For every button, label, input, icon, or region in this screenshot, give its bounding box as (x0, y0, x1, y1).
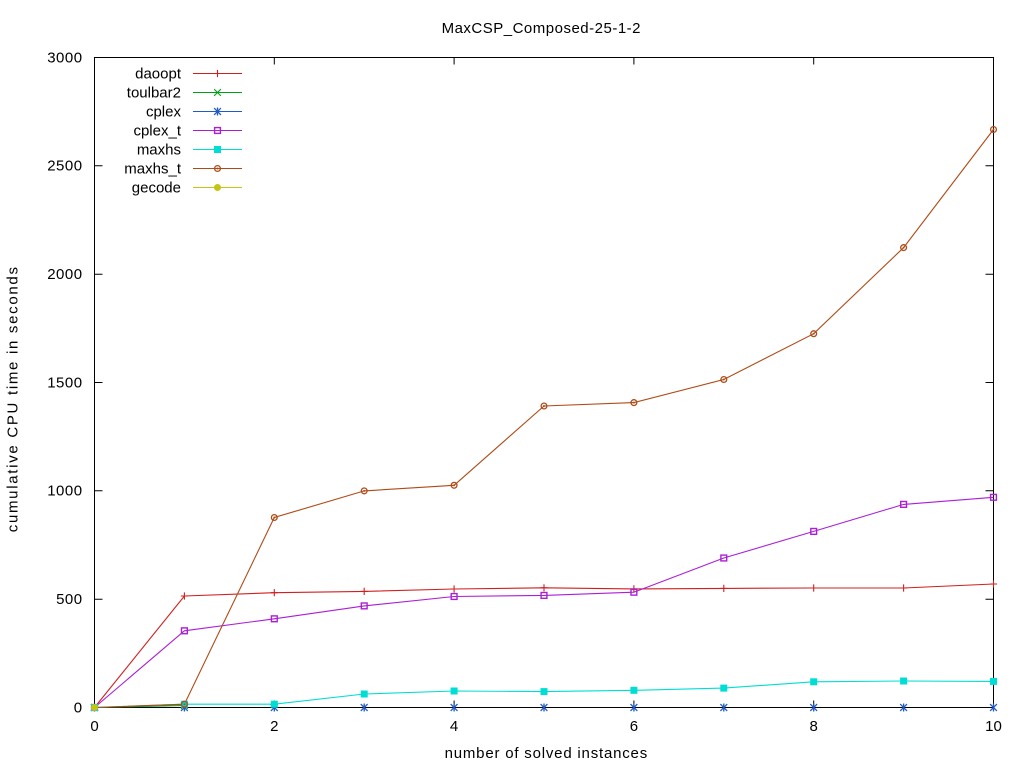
svg-text:2500: 2500 (47, 158, 82, 175)
svg-text:2000: 2000 (47, 266, 82, 283)
svg-text:2: 2 (270, 718, 278, 735)
svg-text:maxhs: maxhs (137, 142, 181, 159)
svg-text:gecode: gecode (132, 180, 181, 197)
svg-text:cumulative CPU time in seconds: cumulative CPU time in seconds (5, 265, 22, 532)
svg-text:8: 8 (810, 718, 818, 735)
svg-text:10: 10 (985, 718, 1002, 735)
svg-text:500: 500 (56, 591, 83, 608)
svg-text:0: 0 (74, 699, 83, 716)
svg-text:cplex_t: cplex_t (133, 123, 181, 140)
svg-text:3000: 3000 (47, 49, 82, 66)
svg-text:0: 0 (90, 718, 98, 735)
svg-text:MaxCSP_Composed-25-1-2: MaxCSP_Composed-25-1-2 (442, 20, 641, 37)
svg-text:1000: 1000 (47, 483, 82, 500)
svg-text:daoopt: daoopt (135, 66, 182, 83)
svg-text:toulbar2: toulbar2 (127, 85, 181, 102)
svg-text:1500: 1500 (47, 374, 82, 391)
svg-text:maxhs_t: maxhs_t (124, 161, 182, 178)
svg-text:4: 4 (450, 718, 458, 735)
svg-text:number of solved instances: number of solved instances (445, 745, 648, 762)
svg-text:cplex: cplex (146, 104, 182, 121)
svg-text:6: 6 (630, 718, 638, 735)
